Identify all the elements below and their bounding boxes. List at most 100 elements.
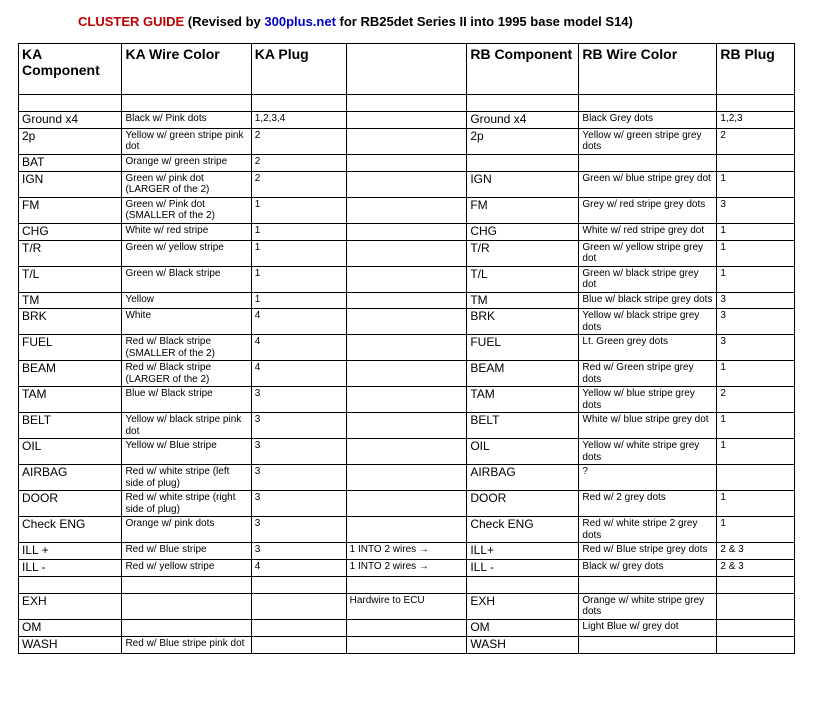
rb-plug-cell: 1: [717, 439, 795, 465]
rb-wire-cell: Lt. Green grey dots: [579, 335, 717, 361]
rb-plug-cell: 1: [717, 413, 795, 439]
rb-plug-cell: 2: [717, 387, 795, 413]
ka-plug-cell: 3: [251, 491, 346, 517]
rb-plug-cell: 3: [717, 292, 795, 309]
ka-wire-cell: [122, 619, 251, 636]
ka-plug-cell: 3: [251, 413, 346, 439]
note-cell: [346, 266, 467, 292]
note-cell: [346, 335, 467, 361]
note-cell: [346, 171, 467, 197]
ka-component-cell: IGN: [19, 171, 122, 197]
rb-wire-cell: [579, 154, 717, 171]
note-cell: [346, 309, 467, 335]
ka-component-cell: BAT: [19, 154, 122, 171]
col-rb-wire-color: RB Wire Color: [579, 44, 717, 95]
col-rb-plug: RB Plug: [717, 44, 795, 95]
rb-component-cell: ILL+: [467, 543, 579, 560]
table-row: ILL -Red w/ yellow stripe41 INTO 2 wires…: [19, 560, 795, 577]
ka-wire-cell: Orange w/ green stripe: [122, 154, 251, 171]
note-cell: [346, 240, 467, 266]
ka-wire-cell: Yellow w/ black stripe pink dot: [122, 413, 251, 439]
title-paren-rest: for RB25det Series II into 1995 base mod…: [336, 14, 633, 29]
ka-component-cell: OIL: [19, 439, 122, 465]
rb-plug-cell: 1: [717, 223, 795, 240]
col-ka-component: KA Component: [19, 44, 122, 95]
col-ka-wire-color: KA Wire Color: [122, 44, 251, 95]
rb-component-cell: T/R: [467, 240, 579, 266]
rb-wire-cell: Yellow w/ white stripe grey dots: [579, 439, 717, 465]
rb-plug-cell: 1: [717, 171, 795, 197]
rb-plug-cell: 3: [717, 197, 795, 223]
rb-wire-cell: Red w/ 2 grey dots: [579, 491, 717, 517]
rb-plug-cell: 1: [717, 266, 795, 292]
empty-cell: [579, 576, 717, 593]
note-cell: [346, 491, 467, 517]
ka-component-cell: TAM: [19, 387, 122, 413]
table-row: [19, 576, 795, 593]
rb-plug-cell: [717, 465, 795, 491]
rb-plug-cell: 2: [717, 128, 795, 154]
table-row: EXHHardwire to ECUEXHOrange w/ white str…: [19, 593, 795, 619]
note-cell: [346, 128, 467, 154]
rb-wire-cell: [579, 636, 717, 653]
ka-plug-cell: 1: [251, 197, 346, 223]
ka-wire-cell: [122, 593, 251, 619]
empty-cell: [717, 576, 795, 593]
rb-plug-cell: 1: [717, 361, 795, 387]
table-row: 2pYellow w/ green stripe pink dot22pYell…: [19, 128, 795, 154]
rb-wire-cell: Grey w/ red stripe grey dots: [579, 197, 717, 223]
rb-wire-cell: Yellow w/ green stripe grey dots: [579, 128, 717, 154]
rb-component-cell: WASH: [467, 636, 579, 653]
ka-wire-cell: White: [122, 309, 251, 335]
note-cell: [346, 517, 467, 543]
table-body: Ground x4Black w/ Pink dots1,2,3,4Ground…: [19, 95, 795, 653]
rb-wire-cell: Red w/ Green stripe grey dots: [579, 361, 717, 387]
empty-cell: [251, 576, 346, 593]
ka-component-cell: Check ENG: [19, 517, 122, 543]
note-cell: [346, 112, 467, 129]
rb-plug-cell: [717, 619, 795, 636]
ka-component-cell: FM: [19, 197, 122, 223]
note-cell: [346, 636, 467, 653]
ka-plug-cell: [251, 593, 346, 619]
table-row: T/RGreen w/ yellow stripe1T/RGreen w/ ye…: [19, 240, 795, 266]
ka-wire-cell: Yellow w/ Blue stripe: [122, 439, 251, 465]
rb-component-cell: BRK: [467, 309, 579, 335]
note-cell: [346, 361, 467, 387]
ka-plug-cell: 4: [251, 309, 346, 335]
ka-wire-cell: Yellow: [122, 292, 251, 309]
ka-plug-cell: 1: [251, 292, 346, 309]
ka-component-cell: BRK: [19, 309, 122, 335]
table-row: CHGWhite w/ red stripe1CHGWhite w/ red s…: [19, 223, 795, 240]
ka-plug-cell: 2: [251, 154, 346, 171]
table-row: OILYellow w/ Blue stripe3OILYellow w/ wh…: [19, 439, 795, 465]
table-row: DOORRed w/ white stripe (right side of p…: [19, 491, 795, 517]
ka-plug-cell: 1: [251, 223, 346, 240]
note-cell: [346, 439, 467, 465]
rb-wire-cell: Yellow w/ blue stripe grey dots: [579, 387, 717, 413]
rb-component-cell: EXH: [467, 593, 579, 619]
rb-component-cell: AIRBAG: [467, 465, 579, 491]
ka-wire-cell: Red w/ Black stripe (LARGER of the 2): [122, 361, 251, 387]
rb-component-cell: OIL: [467, 439, 579, 465]
rb-component-cell: BEAM: [467, 361, 579, 387]
rb-plug-cell: 1: [717, 240, 795, 266]
table-row: BRKWhite4BRKYellow w/ black stripe grey …: [19, 309, 795, 335]
empty-cell: [122, 95, 251, 112]
ka-plug-cell: 4: [251, 560, 346, 577]
empty-cell: [579, 95, 717, 112]
table-header-row: KA Component KA Wire Color KA Plug RB Co…: [19, 44, 795, 95]
ka-wire-cell: Orange w/ pink dots: [122, 517, 251, 543]
rb-plug-cell: 1: [717, 491, 795, 517]
ka-plug-cell: 4: [251, 335, 346, 361]
rb-plug-cell: 2 & 3: [717, 560, 795, 577]
table-row: WASHRed w/ Blue stripe pink dotWASH: [19, 636, 795, 653]
rb-component-cell: IGN: [467, 171, 579, 197]
note-cell: [346, 465, 467, 491]
rb-wire-cell: Yellow w/ black stripe grey dots: [579, 309, 717, 335]
empty-cell: [717, 95, 795, 112]
col-ka-plug: KA Plug: [251, 44, 346, 95]
ka-component-cell: 2p: [19, 128, 122, 154]
note-cell: [346, 154, 467, 171]
ka-plug-cell: 4: [251, 361, 346, 387]
